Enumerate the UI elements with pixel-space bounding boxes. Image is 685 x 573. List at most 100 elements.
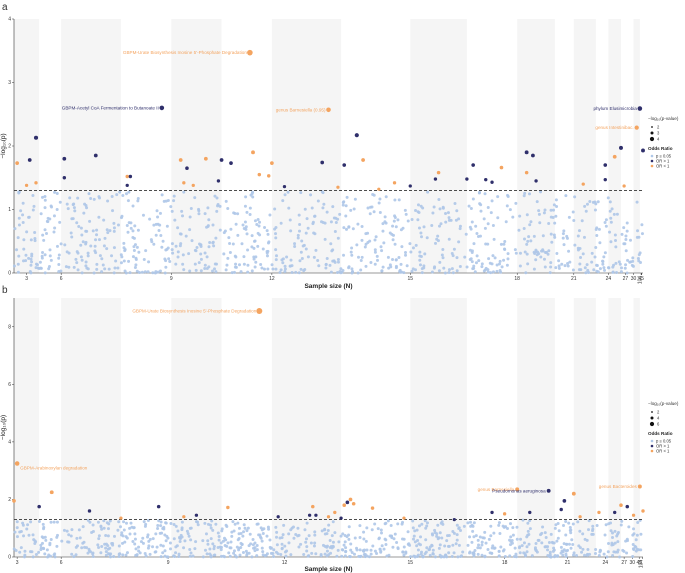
point-or-lt-1	[641, 509, 645, 513]
nonsignificant-point	[143, 551, 147, 555]
nonsignificant-point	[17, 216, 21, 220]
nonsignificant-point	[15, 526, 19, 530]
nonsignificant-point	[379, 549, 383, 553]
nonsignificant-point	[182, 268, 186, 272]
x-tick-label: 9	[167, 560, 170, 566]
nonsignificant-point	[334, 216, 338, 220]
nonsignificant-point	[243, 204, 247, 208]
legend-size-dot	[650, 416, 654, 420]
nonsignificant-point	[418, 258, 422, 262]
nonsignificant-point	[81, 525, 85, 529]
nonsignificant-point	[583, 204, 587, 208]
nonsignificant-point	[493, 546, 497, 550]
nonsignificant-point	[362, 530, 366, 534]
nonsignificant-point	[620, 519, 624, 523]
nonsignificant-point	[223, 543, 227, 547]
nonsignificant-point	[128, 271, 132, 275]
point-or-lt-1	[182, 181, 186, 185]
nonsignificant-point	[15, 535, 19, 539]
nonsignificant-point	[591, 527, 595, 531]
point-or-gt-1	[524, 150, 529, 155]
legend-size-dot	[650, 131, 654, 135]
nonsignificant-point	[386, 255, 390, 259]
nonsignificant-point	[80, 271, 84, 275]
nonsignificant-point	[176, 250, 180, 254]
nonsignificant-point	[132, 236, 136, 240]
nonsignificant-point	[578, 262, 582, 266]
nonsignificant-point	[561, 236, 565, 240]
nonsignificant-point	[619, 270, 623, 274]
nonsignificant-point	[49, 538, 53, 542]
nonsignificant-point	[40, 195, 44, 199]
nonsignificant-point	[69, 534, 73, 538]
nonsignificant-point	[274, 535, 278, 539]
nonsignificant-point	[637, 235, 641, 239]
nonsignificant-point	[534, 248, 538, 252]
nonsignificant-point	[379, 245, 383, 249]
nonsignificant-point	[506, 252, 510, 256]
nonsignificant-point	[549, 232, 553, 236]
nonsignificant-point	[169, 522, 173, 526]
nonsignificant-point	[554, 523, 558, 527]
nonsignificant-point	[525, 550, 529, 554]
nonsignificant-point	[117, 555, 121, 559]
nonsignificant-point	[213, 194, 217, 198]
nonsignificant-point	[490, 199, 494, 203]
nonsignificant-point	[466, 543, 470, 547]
nonsignificant-point	[112, 229, 116, 233]
nonsignificant-point	[593, 255, 597, 259]
nonsignificant-point	[106, 231, 110, 235]
nonsignificant-point	[526, 262, 530, 266]
nonsignificant-point	[357, 255, 361, 259]
nonsignificant-point	[197, 261, 201, 265]
nonsignificant-point	[414, 209, 418, 213]
nonsignificant-point	[66, 540, 70, 544]
nonsignificant-point	[143, 524, 147, 528]
nonsignificant-point	[70, 528, 74, 532]
point-or-lt-1	[311, 504, 315, 509]
nonsignificant-point	[197, 207, 201, 211]
nonsignificant-point	[631, 264, 635, 268]
nonsignificant-point	[384, 521, 388, 525]
nonsignificant-point	[528, 527, 532, 531]
point-or-gt-1	[62, 176, 67, 180]
nonsignificant-point	[409, 250, 413, 254]
point-or-gt-1	[490, 510, 494, 515]
nonsignificant-point	[246, 248, 250, 252]
nonsignificant-point	[491, 254, 495, 258]
nonsignificant-point	[557, 259, 561, 263]
nonsignificant-point	[564, 552, 568, 556]
nonsignificant-point	[394, 264, 398, 268]
nonsignificant-point	[271, 552, 275, 556]
nonsignificant-point	[16, 270, 20, 274]
point-annotation: Pseudomonas aeruginosa	[492, 488, 546, 493]
nonsignificant-point	[380, 269, 384, 273]
nonsignificant-point	[141, 213, 145, 217]
nonsignificant-point	[372, 210, 376, 214]
nonsignificant-points	[12, 518, 643, 559]
nonsignificant-point	[455, 538, 459, 542]
band	[517, 298, 555, 557]
nonsignificant-point	[541, 234, 545, 238]
nonsignificant-point	[238, 263, 242, 267]
point-or-gt-1	[37, 504, 41, 509]
nonsignificant-point	[391, 238, 395, 242]
nonsignificant-point	[331, 544, 335, 548]
nonsignificant-point	[552, 555, 556, 559]
legend-odds-dot	[650, 449, 654, 453]
nonsignificant-point	[321, 543, 325, 547]
nonsignificant-point	[272, 548, 276, 552]
nonsignificant-point	[33, 239, 37, 243]
nonsignificant-point	[21, 259, 25, 263]
nonsignificant-point	[203, 521, 207, 525]
nonsignificant-point	[502, 548, 506, 552]
nonsignificant-point	[70, 552, 74, 556]
nonsignificant-point	[357, 554, 361, 558]
nonsignificant-point	[210, 269, 214, 273]
nonsignificant-point	[163, 549, 167, 553]
nonsignificant-point	[216, 531, 220, 535]
nonsignificant-point	[305, 217, 309, 221]
nonsignificant-point	[325, 210, 329, 214]
nonsignificant-point	[597, 227, 601, 231]
